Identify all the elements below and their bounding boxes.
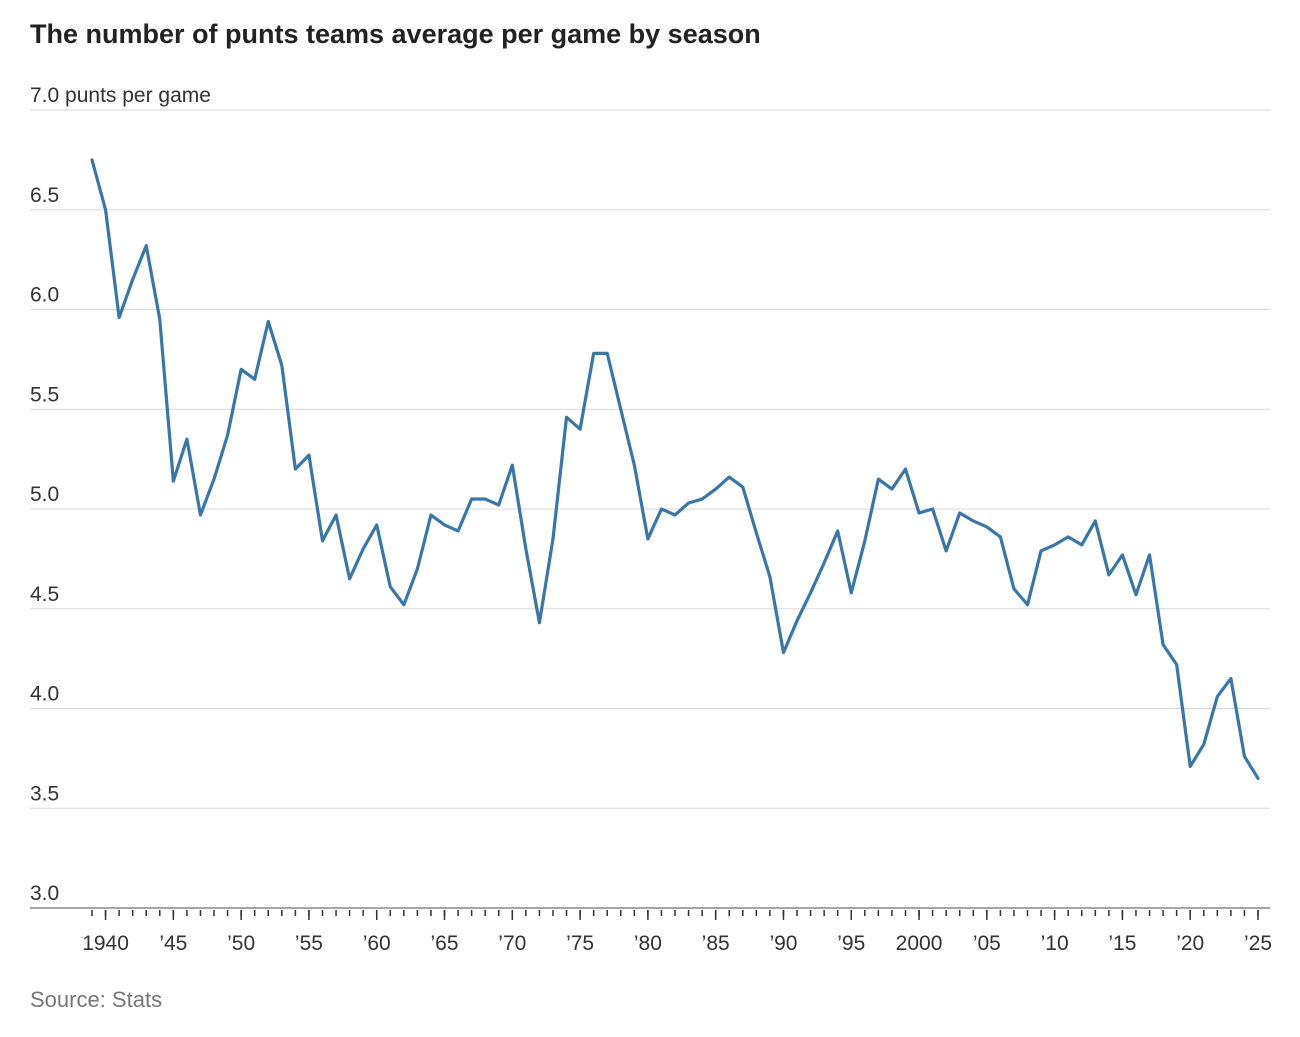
- x-tick-label: ’10: [1041, 932, 1069, 955]
- source-note: Source: Stats: [30, 987, 162, 1012]
- x-tick-label: ’45: [159, 932, 187, 955]
- x-tick-label: ’85: [702, 932, 730, 955]
- x-tick-label: ’55: [295, 932, 323, 955]
- x-tick-label: ’70: [498, 932, 526, 955]
- y-tick-label: 5.5: [30, 383, 59, 406]
- x-tick-label: ’05: [973, 932, 1001, 955]
- x-tick-label: ’90: [769, 932, 797, 955]
- x-tick-label: ’65: [430, 932, 458, 955]
- x-tick-label: 2000: [896, 932, 943, 955]
- x-tick-label: ’25: [1244, 932, 1272, 955]
- y-tick-label: 6.5: [30, 184, 59, 207]
- x-tick-label: ’15: [1108, 932, 1136, 955]
- x-tick-label: 1940: [82, 932, 129, 955]
- y-tick-label: 3.5: [30, 782, 59, 805]
- y-tick-label: 4.5: [30, 583, 59, 606]
- x-tick-label: ’50: [227, 932, 255, 955]
- y-tick-label: 4.0: [30, 683, 59, 706]
- y-tick-label: 5.0: [30, 483, 59, 506]
- x-tick-label: ’75: [566, 932, 594, 955]
- data-line: [90, 158, 1260, 780]
- y-tick-label: 3.0: [30, 882, 59, 905]
- x-tick-label: ’95: [837, 932, 865, 955]
- x-tick-label: ’80: [634, 932, 662, 955]
- x-tick-label: ’60: [363, 932, 391, 955]
- y-tick-label: 7.0 punts per game: [30, 84, 211, 107]
- x-tick-label: ’20: [1176, 932, 1204, 955]
- chart-title: The number of punts teams average per ga…: [30, 19, 761, 49]
- y-tick-label: 6.0: [30, 284, 59, 307]
